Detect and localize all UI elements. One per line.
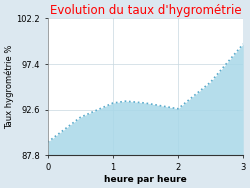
Y-axis label: Taux hygrométrie %: Taux hygrométrie % bbox=[4, 45, 14, 129]
Title: Evolution du taux d'hygrométrie: Evolution du taux d'hygrométrie bbox=[50, 4, 241, 17]
X-axis label: heure par heure: heure par heure bbox=[104, 175, 187, 184]
